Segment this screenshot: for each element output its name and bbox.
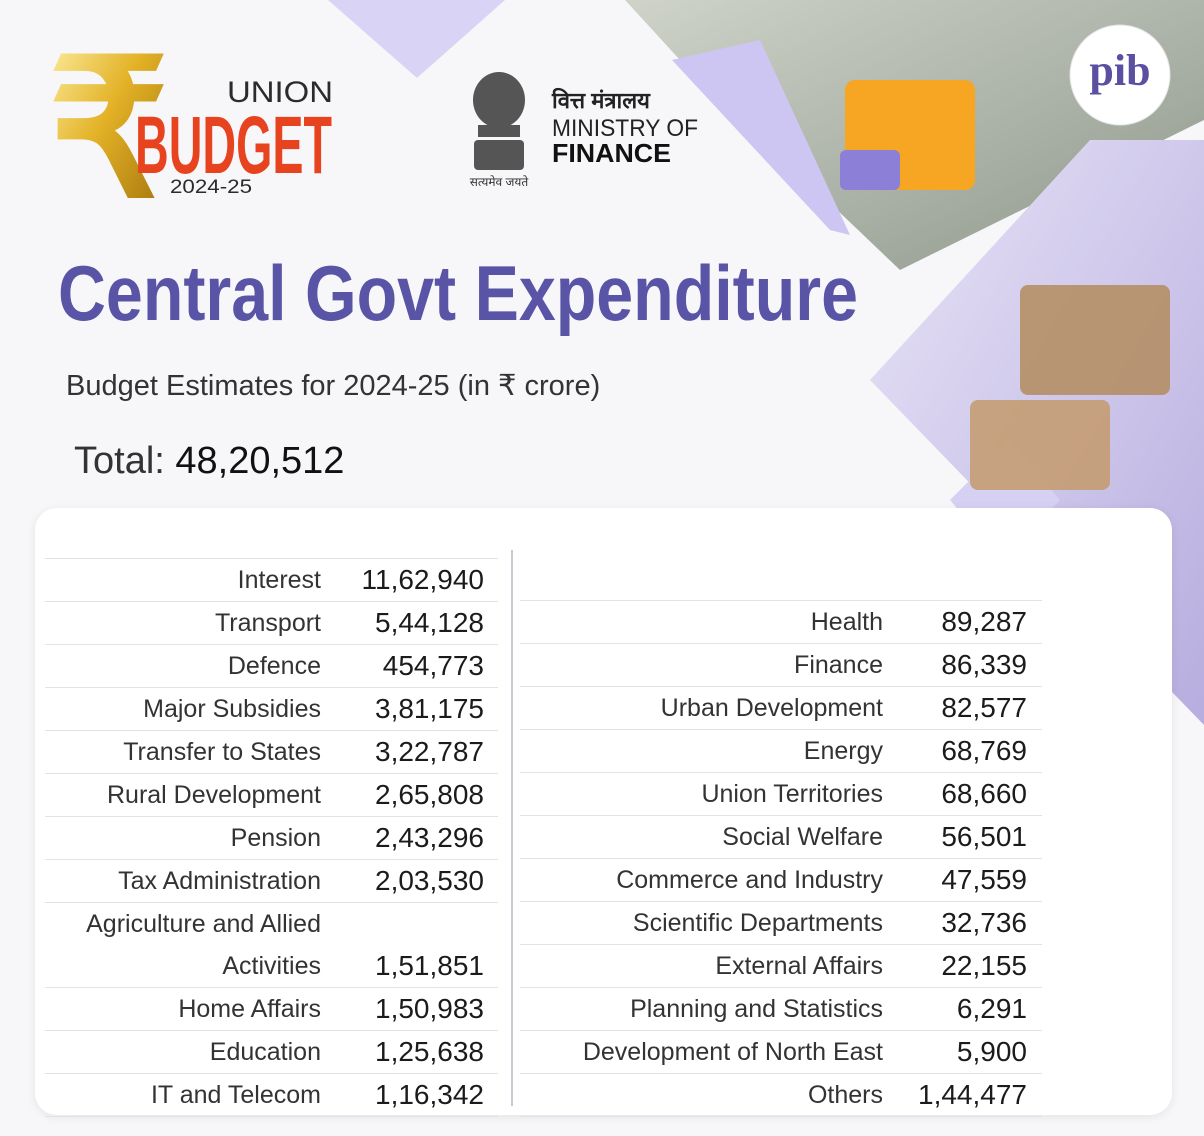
logo-budget: BUDGET — [135, 100, 332, 191]
table-row: Transfer to States 3,22,787 — [45, 731, 498, 774]
row-label: Urban Development — [660, 694, 883, 722]
row-value: 6,291 — [956, 993, 1027, 1024]
row-label: Development of North East — [582, 1038, 883, 1066]
row-label: Interest — [237, 566, 321, 594]
row-label: Agriculture and Allied Activities — [86, 910, 321, 980]
table-row: Others 1,44,477 — [520, 1074, 1042, 1117]
table-card — [35, 508, 1172, 1115]
row-value: 2,65,808 — [375, 779, 484, 810]
row-value: 1,44,477 — [918, 1079, 1027, 1110]
table-row: Major Subsidies 3,81,175 — [45, 688, 498, 731]
row-label: Finance — [794, 651, 883, 679]
table-row: Planning and Statistics 6,291 — [520, 988, 1042, 1031]
ministry-line2: FINANCE — [552, 138, 671, 168]
total-value: 48,20,512 — [175, 440, 345, 482]
table-row: Pension 2,43,296 — [45, 817, 498, 860]
emblem-motto: सत्यमेव जयते — [470, 175, 530, 189]
table-row: Home Affairs 1,50,983 — [45, 988, 498, 1031]
row-value: 82,577 — [941, 692, 1027, 723]
row-value: 5,44,128 — [375, 607, 484, 638]
deco-stripe — [672, 40, 850, 235]
table-row: Social Welfare 56,501 — [520, 816, 1042, 859]
boxes — [970, 400, 1110, 490]
table-row: External Affairs 22,155 — [520, 945, 1042, 988]
pib-logo — [1069, 24, 1171, 126]
table-row: Urban Development 82,577 — [520, 687, 1042, 730]
row-value: 1,51,851 — [375, 950, 484, 981]
pib-text: pib — [1089, 46, 1150, 95]
row-value: 2,03,530 — [375, 865, 484, 896]
table-left: Interest 11,62,940 Transport 5,44,128 Defenc… — [45, 558, 498, 1117]
row-value: 89,287 — [941, 606, 1027, 637]
table-row: Interest 11,62,940 — [45, 559, 498, 602]
table-row: Scientific Departments 32,736 — [520, 902, 1042, 945]
row-value: 454,773 — [382, 650, 484, 681]
row-label: Scientific Departments — [632, 909, 883, 937]
row-value: 22,155 — [941, 950, 1027, 981]
row-label: Tax Administration — [118, 867, 321, 895]
row-label: Commerce and Industry — [616, 866, 883, 894]
row-value: 32,736 — [941, 907, 1027, 938]
row-value: 11,62,940 — [361, 564, 485, 595]
row-value: 3,22,787 — [375, 736, 484, 767]
row-label: Energy — [803, 737, 883, 765]
table-row: Health 89,287 — [520, 601, 1042, 644]
table-row: Tax Administration 2,03,530 — [45, 860, 498, 903]
table-row: Rural Development 2,65,808 — [45, 774, 498, 817]
tag-icon — [840, 150, 900, 190]
row-label: Others — [807, 1081, 883, 1109]
row-label: Union Territories — [701, 780, 883, 808]
row-label: Pension — [230, 824, 321, 852]
row-value: 3,81,175 — [375, 693, 484, 724]
row-label: Health — [810, 608, 883, 636]
table-row: Agriculture and Allied Activities 1,51,85… — [45, 903, 498, 988]
subtitle: Budget Estimates for 2024-25 (in ₹ crore… — [66, 370, 601, 402]
row-label: IT and Telecom — [150, 1081, 321, 1109]
rupee-logo: ₹ — [48, 27, 169, 237]
row-value: 5,900 — [956, 1036, 1027, 1067]
deco-triangle — [328, 0, 505, 78]
ministry-line1: MINISTRY OF — [552, 115, 698, 142]
row-label: Defence — [227, 652, 321, 680]
row-label: Transport — [214, 609, 321, 637]
row-label: Home Affairs — [178, 995, 321, 1023]
table-row: Finance 86,339 — [520, 644, 1042, 687]
row-label: Rural Development — [107, 781, 321, 809]
table-row: Energy 68,769 — [520, 730, 1042, 773]
table-right: Health 89,287 Finance 86,339 Urban Developme… — [520, 600, 1042, 1117]
row-label: External Affairs — [715, 952, 883, 980]
total-label: Total: — [74, 440, 165, 482]
table-row: Transport 5,44,128 — [45, 602, 498, 645]
row-value: 56,501 — [941, 821, 1027, 852]
row-label: Major Subsidies — [143, 695, 321, 723]
row-value: 2,43,296 — [375, 822, 484, 853]
column-divider — [511, 550, 513, 1106]
row-label: Social Welfare — [722, 823, 883, 851]
ministry-hindi: वित्त मंत्रालय — [551, 87, 651, 113]
table-row: Defence 454,773 — [45, 645, 498, 688]
table-row: Education 1,25,638 — [45, 1031, 498, 1074]
logo-union: UNION — [227, 76, 333, 109]
title: Central Govt Expenditure — [58, 249, 858, 337]
row-value: 86,339 — [941, 649, 1027, 680]
row-value: 68,660 — [941, 778, 1027, 809]
row-value: 47,559 — [941, 864, 1027, 895]
table-row: IT and Telecom 1,16,342 — [45, 1074, 498, 1117]
row-value: 1,25,638 — [375, 1036, 484, 1067]
table-row: Union Territories 68,660 — [520, 773, 1042, 816]
row-label: Planning and Statistics — [630, 995, 883, 1023]
row-label: Transfer to States — [123, 738, 321, 766]
table-row: Development of North East 5,900 — [520, 1031, 1042, 1074]
row-value: 68,769 — [941, 735, 1027, 766]
emblem — [473, 72, 525, 170]
row-label: Education — [209, 1038, 321, 1066]
logo-year: 2024-25 — [170, 177, 252, 198]
row-value: 1,16,342 — [375, 1079, 484, 1110]
row-value: 1,50,983 — [375, 993, 484, 1024]
table-row: Commerce and Industry 47,559 — [520, 859, 1042, 902]
cart-boxes — [1020, 285, 1170, 395]
total: Total: 48,20,512 — [74, 440, 344, 483]
